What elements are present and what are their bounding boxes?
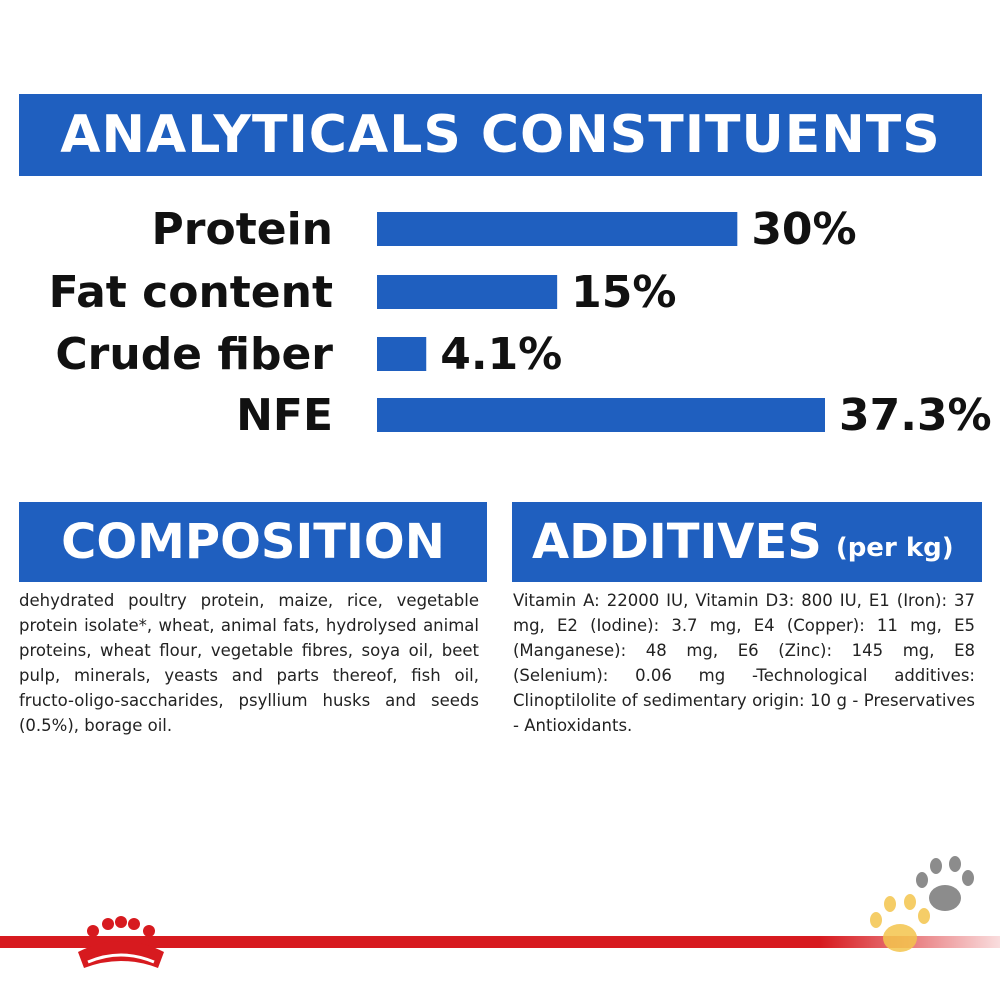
bar-crude-fiber xyxy=(377,337,427,371)
analytics-header-label: ANALYTICALS CONSTITUENTS xyxy=(60,105,941,165)
category-label-crude-fiber: Crude fiber xyxy=(55,329,333,380)
footer-red-line xyxy=(0,936,1000,948)
bar-fat-content xyxy=(377,275,558,309)
value-label-nfe: 37.3% xyxy=(839,390,992,441)
bar-nfe xyxy=(377,398,825,432)
category-label-nfe: NFE xyxy=(236,390,333,441)
bar-protein xyxy=(377,212,738,246)
category-label-protein: Protein xyxy=(152,204,333,255)
royal-canin-crown-logo-icon xyxy=(74,916,168,968)
constituents-bar-chart: Protein 30% Fat content 15% Crude fiber 4.1% N… xyxy=(49,204,992,441)
composition-header: COMPOSITION xyxy=(19,502,487,582)
additives-header: ADDITIVES (per kg) xyxy=(512,502,982,582)
additives-unit-label: (per kg) xyxy=(835,533,954,563)
value-label-fat-content: 15% xyxy=(571,267,676,318)
composition-text: dehydrated poultry protein, maize, rice,… xyxy=(19,591,479,735)
category-label-fat-content: Fat content xyxy=(49,267,333,318)
cat-paw-prints-icon xyxy=(870,856,974,952)
additives-header-label: ADDITIVES xyxy=(532,514,822,570)
analytics-header: ANALYTICALS CONSTITUENTS xyxy=(19,94,982,176)
additives-text: Vitamin A: 22000 IU, Vitamin D3: 800 IU,… xyxy=(513,591,975,735)
value-label-protein: 30% xyxy=(751,204,856,255)
value-label-crude-fiber: 4.1% xyxy=(440,329,562,380)
composition-header-label: COMPOSITION xyxy=(61,514,445,570)
